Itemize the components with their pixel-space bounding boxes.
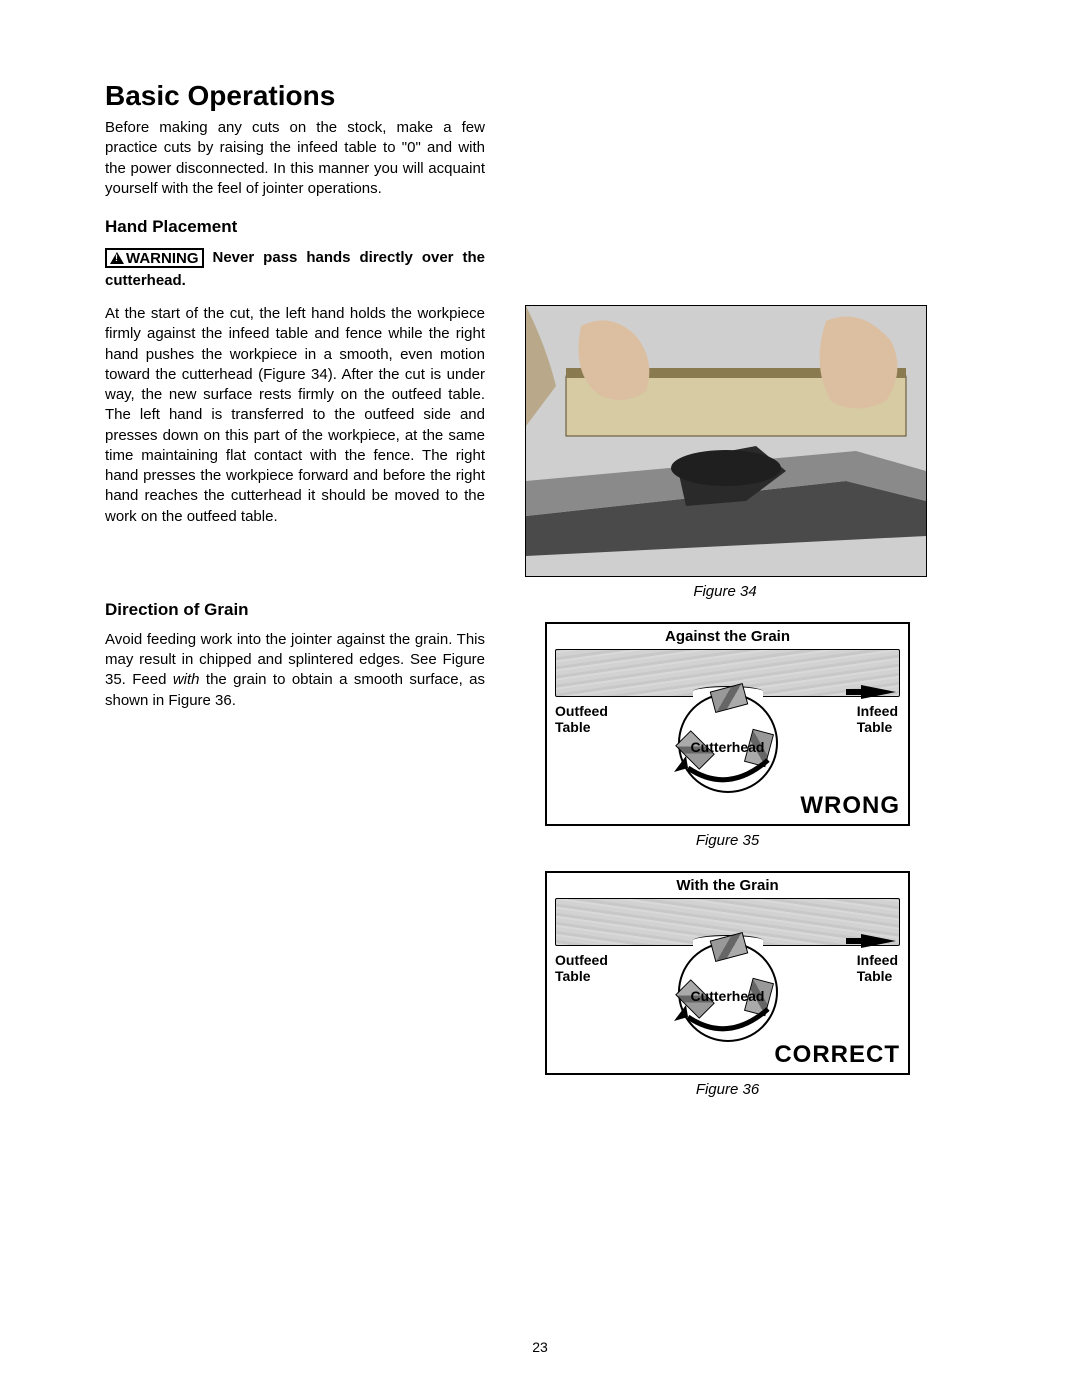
figure-34-caption: Figure 34 xyxy=(525,583,925,600)
figure-34-photo xyxy=(525,305,927,577)
figure-36-diagram: With the Grain Outfeed Table Infeed Tabl… xyxy=(545,871,910,1075)
figure-36-verdict: CORRECT xyxy=(547,1041,908,1073)
cutterhead-label: Cutterhead xyxy=(691,988,765,1004)
figure-35-caption: Figure 35 xyxy=(545,832,910,849)
right-column: Figure 34 Against the Grain Outfeed Tabl… xyxy=(515,80,955,1120)
warning-line: WARNING Never pass hands directly over t… xyxy=(105,247,485,292)
hand-placement-heading: Hand Placement xyxy=(105,217,485,237)
warning-label: WARNING xyxy=(126,250,199,267)
infeed-label: Infeed Table xyxy=(857,952,898,984)
page-number: 23 xyxy=(0,1339,1080,1355)
infeed-label: Infeed Table xyxy=(857,703,898,735)
warning-triangle-icon xyxy=(110,252,124,264)
hand-placement-body: At the start of the cut, the left hand h… xyxy=(105,304,485,527)
warning-icon-box: WARNING xyxy=(105,248,204,268)
direction-of-grain-heading: Direction of Grain xyxy=(105,600,485,620)
page-title: Basic Operations xyxy=(105,80,485,112)
outfeed-label: Outfeed Table xyxy=(555,703,608,735)
left-column: Basic Operations Before making any cuts … xyxy=(105,80,485,1120)
manual-page: Basic Operations Before making any cuts … xyxy=(0,0,1080,1397)
figure-36-mid: Outfeed Table Infeed Table Cutterhead xyxy=(547,946,908,1041)
figure-35-diagram: Against the Grain Outfeed Table Infeed T… xyxy=(545,622,910,826)
outfeed-label: Outfeed Table xyxy=(555,952,608,984)
cutterhead-label: Cutterhead xyxy=(691,739,765,755)
figure-36-caption: Figure 36 xyxy=(545,1081,910,1098)
intro-paragraph: Before making any cuts on the stock, mak… xyxy=(105,118,485,199)
figure-34-illustration xyxy=(526,306,926,576)
figure-35-verdict: WRONG xyxy=(547,792,908,824)
figure-35-mid: Outfeed Table Infeed Table Cutterhead xyxy=(547,697,908,792)
figure-36-top-label: With the Grain xyxy=(547,873,908,896)
figure-35-top-label: Against the Grain xyxy=(547,624,908,647)
direction-of-grain-body: Avoid feeding work into the jointer agai… xyxy=(105,630,485,711)
